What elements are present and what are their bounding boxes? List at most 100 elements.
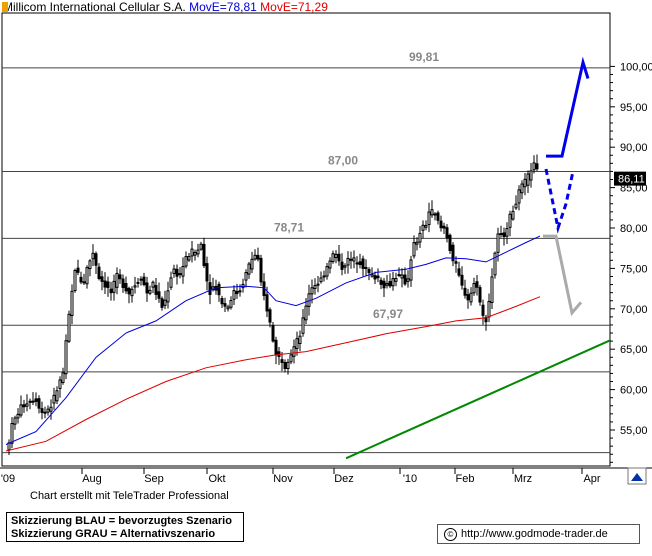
last-price-box [614, 171, 646, 186]
y-tick-label: 95,00 [620, 102, 648, 114]
candle [493, 251, 497, 279]
candle-body [436, 212, 440, 221]
tt-logo-icon [2, 2, 8, 12]
candle-body [142, 276, 146, 285]
watermark-box[interactable]: © http://www.godmode-trader.de [437, 524, 640, 544]
candle [160, 296, 164, 311]
x-tick-label: Okt [208, 473, 225, 485]
candle-body [172, 268, 176, 274]
candle-body [439, 220, 443, 229]
candle-body [316, 283, 320, 286]
price-chart[interactable]: 99,8187,0078,7167,97100,0095,0090,0085,0… [0, 0, 652, 490]
candle [187, 252, 191, 263]
candle [31, 392, 35, 405]
candle [250, 251, 254, 274]
candle [100, 270, 104, 291]
candle-body [244, 272, 248, 281]
candle-body [220, 297, 224, 305]
candle [490, 268, 494, 310]
candle-body [400, 274, 404, 279]
candle-body [250, 258, 254, 270]
candle-body [490, 276, 494, 303]
candle-body [94, 253, 98, 266]
candle-body [499, 233, 503, 236]
x-tick-label: Apr [583, 473, 600, 485]
candle-body [295, 338, 299, 349]
candle-body [535, 163, 539, 170]
x-tick-label: Dez [334, 473, 354, 485]
candle [523, 172, 527, 196]
candle-body [442, 225, 446, 229]
candle [268, 307, 272, 328]
candle-body [151, 281, 155, 288]
candle [196, 243, 200, 258]
candle-body [232, 290, 236, 300]
x-tick-label: Sep [144, 473, 164, 485]
candle-body [511, 210, 515, 220]
candle [472, 277, 476, 296]
candle [508, 210, 512, 237]
candle-body [463, 287, 467, 296]
candle-body [229, 300, 233, 308]
candle [358, 253, 362, 269]
candle-body [265, 294, 269, 312]
candle-body [145, 282, 149, 294]
candle-body [457, 268, 461, 276]
candle [364, 259, 368, 277]
candle-body [532, 162, 536, 171]
candle-body [298, 335, 302, 345]
candle-body [523, 178, 527, 188]
candle [331, 250, 335, 264]
candle [115, 267, 119, 295]
y-axis: 100,0095,0090,0085,0080,0075,0070,0065,0… [610, 61, 652, 463]
candle-body [448, 234, 452, 252]
candle-body [355, 262, 359, 265]
candle-body [67, 313, 71, 342]
watermark-url[interactable]: http://www.godmode-trader.de [461, 528, 608, 540]
candle [217, 281, 221, 302]
candle-body [88, 260, 92, 270]
candle [124, 276, 128, 294]
candle [445, 224, 449, 243]
candle [334, 250, 338, 264]
last-price-label: 86,11 [618, 174, 645, 186]
candle-body [157, 291, 161, 299]
candle [133, 276, 137, 294]
y-tick-label: 80,00 [620, 223, 648, 235]
candle [436, 210, 440, 225]
candle-body [406, 278, 410, 282]
candle [271, 322, 275, 343]
candle [70, 284, 74, 325]
x-tick-label: Mrz [514, 473, 532, 485]
legend-blue: Skizzierung BLAU = bevorzugtes Szenario [11, 515, 232, 527]
candle-body [253, 254, 257, 260]
candle-body [223, 303, 227, 307]
candle-body [475, 281, 479, 288]
candle-body [481, 304, 485, 316]
candle [514, 195, 518, 210]
candle-body [70, 290, 74, 317]
candle-body [418, 232, 422, 243]
candle-body [472, 283, 476, 294]
candle-body [469, 292, 473, 303]
candle [127, 286, 131, 304]
candle [511, 205, 515, 221]
candle [55, 386, 59, 405]
candle [361, 255, 365, 277]
candle [526, 170, 530, 193]
moving-average-line [5, 296, 541, 452]
ma1-label: MovE=78,81 [189, 0, 257, 14]
candle [352, 250, 356, 269]
candle [88, 259, 92, 277]
candle [109, 281, 113, 301]
candle-body [445, 227, 449, 239]
x-tick-label: Aug [82, 473, 102, 485]
candle-body [325, 266, 329, 277]
candle [19, 395, 23, 418]
candle [397, 267, 401, 278]
level-label: 99,81 [409, 50, 439, 64]
candle [178, 267, 182, 279]
y-tick-label: 90,00 [620, 142, 648, 154]
scenario-legend: Skizzierung BLAU = bevorzugtes Szenario … [6, 512, 244, 542]
candle [505, 222, 509, 244]
